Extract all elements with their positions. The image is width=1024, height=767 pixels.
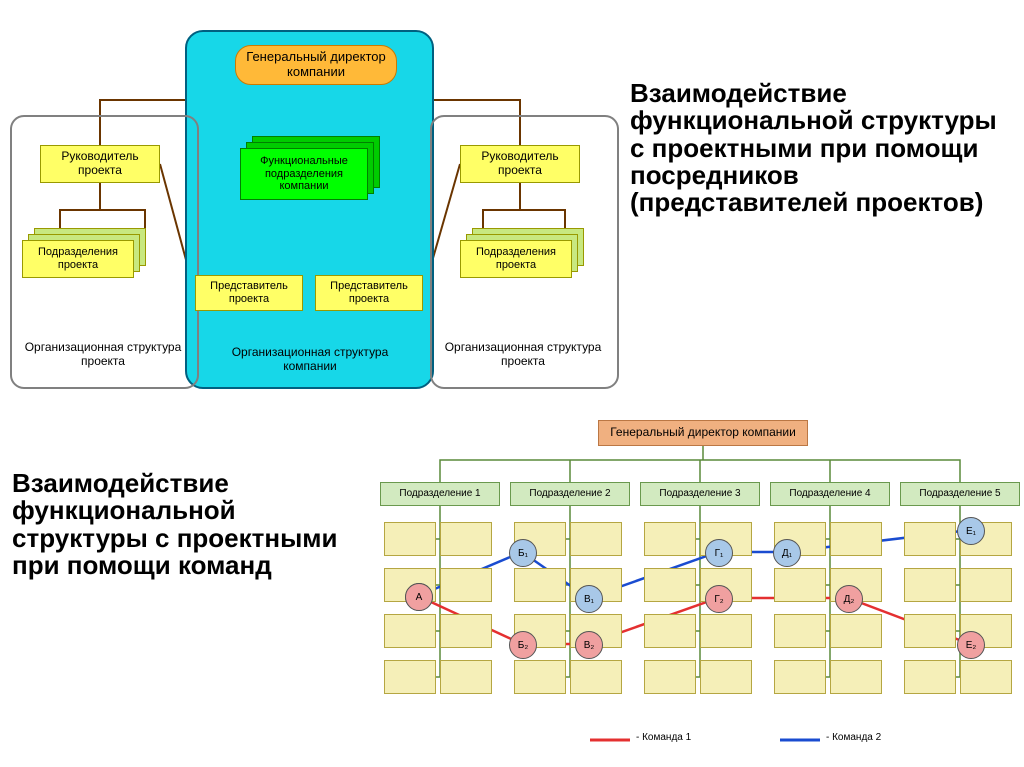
team2-node: Д₁	[773, 539, 801, 567]
dept-cell	[904, 522, 956, 556]
dept-cell	[774, 614, 826, 648]
dept-cell	[384, 660, 436, 694]
dept-cell	[440, 568, 492, 602]
team1-node: Е₂	[957, 631, 985, 659]
dept-cell	[644, 568, 696, 602]
dept-cell	[960, 660, 1012, 694]
dept-header-3: Подразделение 3	[640, 482, 760, 506]
team1-node: Б₂	[509, 631, 537, 659]
team2-node: Г₁	[705, 539, 733, 567]
dept-cell	[514, 660, 566, 694]
dept-header-4: Подразделение 4	[770, 482, 890, 506]
dept-cell	[644, 660, 696, 694]
dept-cell	[644, 614, 696, 648]
dept-cell	[384, 522, 436, 556]
dept-cell	[904, 568, 956, 602]
dept-cell	[904, 660, 956, 694]
dept-cell	[830, 614, 882, 648]
dept-header-1: Подразделение 1	[380, 482, 500, 506]
team2-node: Е₁	[957, 517, 985, 545]
legend-team1: - Команда 1	[636, 732, 691, 743]
dept-cell	[700, 660, 752, 694]
dept-cell	[830, 522, 882, 556]
diagram2-layer: Генеральный директор компании Подразделен…	[0, 0, 1024, 767]
dept-cell	[440, 614, 492, 648]
gen-director-2: Генеральный директор компании	[598, 420, 808, 446]
team1-node: Г₂	[705, 585, 733, 613]
dept-cell	[830, 660, 882, 694]
dept-cell	[440, 522, 492, 556]
dept-cell	[570, 660, 622, 694]
dept-cell	[904, 614, 956, 648]
dept-cell	[440, 660, 492, 694]
dept-cell	[774, 568, 826, 602]
team1-node: А	[405, 583, 433, 611]
dept-header-5: Подразделение 5	[900, 482, 1020, 506]
legend-team2: - Команда 2	[826, 732, 881, 743]
dept-cell	[570, 522, 622, 556]
team1-node: Д₂	[835, 585, 863, 613]
team1-node: В₂	[575, 631, 603, 659]
team2-node: В₁	[575, 585, 603, 613]
dept-cell	[774, 660, 826, 694]
dept-cell	[384, 614, 436, 648]
dept-cell	[960, 568, 1012, 602]
team2-node: Б₁	[509, 539, 537, 567]
dept-cell	[700, 614, 752, 648]
dept-cell	[644, 522, 696, 556]
dept-cell	[514, 568, 566, 602]
dept-header-2: Подразделение 2	[510, 482, 630, 506]
